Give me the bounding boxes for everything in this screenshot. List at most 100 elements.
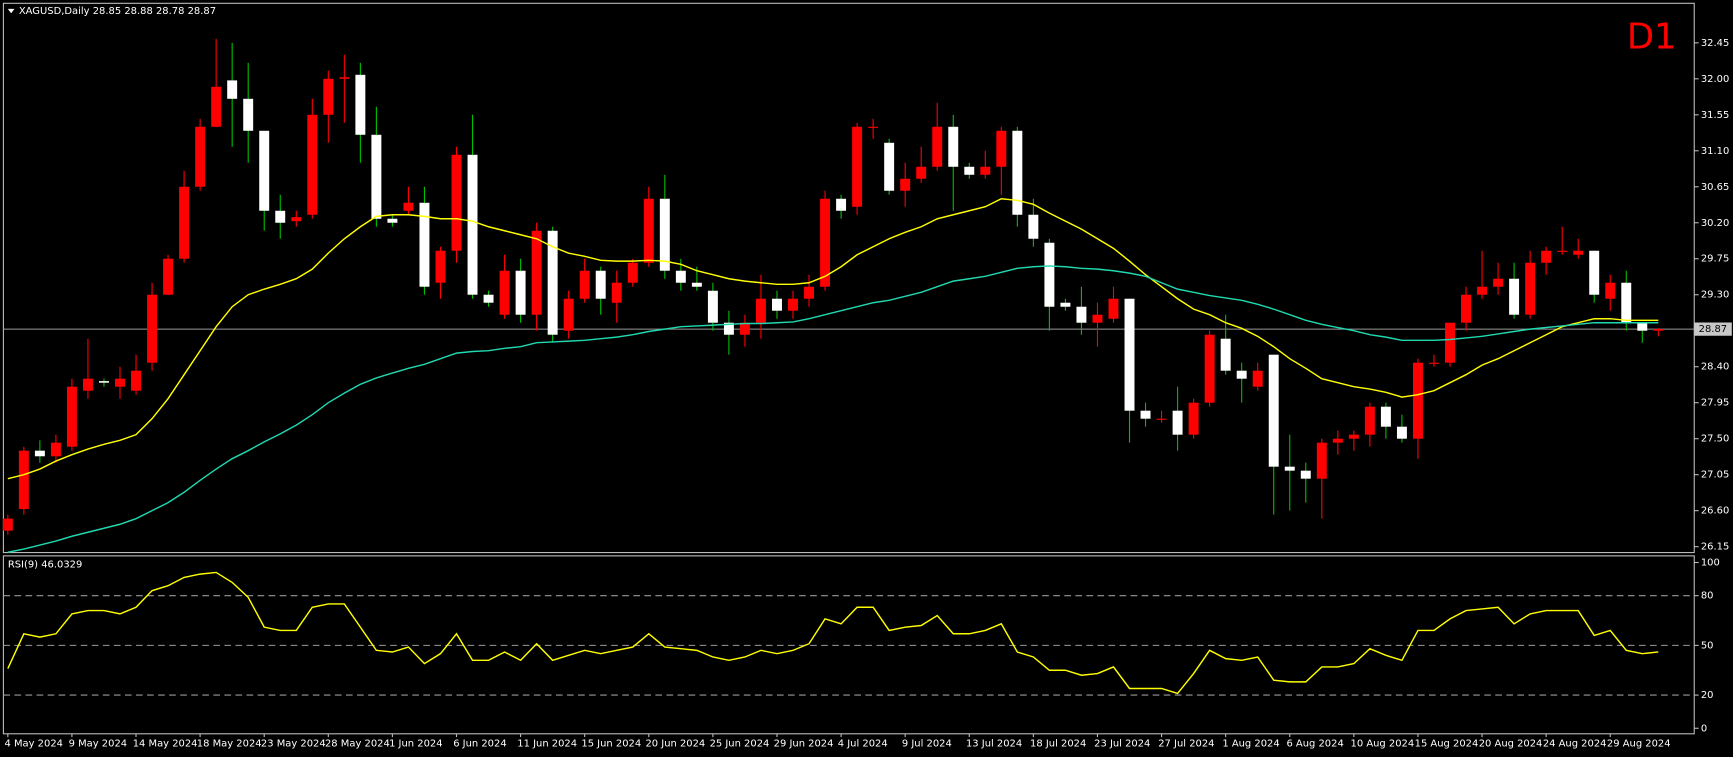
y-tick-label: 27.95 [1701,398,1729,409]
candle-body [1332,438,1343,443]
candle-body [804,286,815,299]
candle-body [739,322,750,335]
candle-body [131,370,141,391]
candle-body [275,210,286,223]
candle-body [163,258,174,295]
candle-body [932,126,943,167]
rsi-title: RSI(9) [8,560,38,571]
candle-body [82,378,93,391]
candle-body [884,142,895,191]
x-tick-label: 1 Jun 2024 [389,739,442,750]
candle-body [531,230,542,315]
candle-body [1493,278,1504,287]
x-tick-label: 25 Jun 2024 [710,739,770,750]
candle-body [1060,302,1071,307]
candle-body [483,294,494,303]
candle-body [836,198,847,211]
chart-header: XAGUSD,Daily 28.85 28.88 28.78 28.87 [19,6,216,17]
candle-body [1108,298,1119,319]
x-tick-label: 9 Jul 2024 [902,739,952,750]
rsi-line [7,571,1659,695]
candle-body [563,298,574,331]
candle-body [964,166,975,175]
candle-body [627,262,638,283]
price-label: 28.87 [1699,324,1727,335]
candle-body [916,166,927,179]
ohlc-high: 28.88 [124,6,152,17]
x-tick-label: 23 May 2024 [261,739,326,750]
x-tick-label: 15 Aug 2024 [1415,739,1479,750]
candle-body [1509,278,1520,315]
candle-body [1236,370,1247,379]
x-tick-label: 18 May 2024 [197,739,262,750]
y-tick-label: 31.10 [1701,146,1729,157]
menu-arrow[interactable] [7,8,15,14]
x-tick-label: 1 Aug 2024 [1222,739,1279,750]
x-tick-label: 28 May 2024 [325,739,390,750]
candle-body [18,450,29,510]
y-tick-label: 29.30 [1701,290,1729,301]
candle-body [371,134,382,219]
candle-body [1541,250,1552,263]
ohlc-low: 28.78 [156,6,184,17]
rsi-header: RSI(9) 46.0329 [8,560,83,571]
x-tick-label: 27 Jul 2024 [1158,739,1214,750]
y-tick-label: 26.15 [1701,542,1729,553]
x-tick-label: 15 Jun 2024 [581,739,641,750]
candle-body [755,298,766,323]
y-tick-label: 27.50 [1701,434,1729,445]
timeframe-label: D1 [1627,17,1677,58]
x-tick-label: 6 Aug 2024 [1286,739,1343,750]
candle-body [1300,470,1311,479]
candle-body [852,126,863,207]
candle-body [211,86,222,127]
candle-body [1092,314,1103,323]
candle-body [355,74,366,135]
x-tick-label: 4 May 2024 [5,739,63,750]
candle-body [1653,329,1664,331]
y-tick-label: 29.75 [1701,254,1729,265]
candle-body [291,217,302,222]
candle-body [307,114,318,215]
candle-body [1156,418,1167,420]
candle-body [403,202,414,211]
candle-body [1396,426,1407,439]
candle-body [195,126,206,187]
candle-body [1284,466,1295,471]
ohlc-close: 28.87 [188,6,216,17]
y-tick-label: 28.40 [1701,362,1729,373]
candle-body [387,218,398,223]
candle-body [707,290,718,323]
y-tick-label: 30.20 [1701,218,1729,229]
candle-body [1621,282,1632,323]
x-tick-label: 4 Jul 2024 [838,739,888,750]
candle-body [179,186,190,259]
candle-body [1268,354,1279,467]
x-tick-label: 11 Jun 2024 [517,739,577,750]
symbol-title: XAGUSD,Daily [19,6,90,17]
candle-body [1380,406,1391,427]
y-tick-label: 100 [1701,558,1720,569]
candle-body [1044,242,1055,307]
y-tick-label: 31.55 [1701,110,1729,121]
candle-body [227,80,238,99]
candle-body [772,298,782,311]
candle-body [659,198,670,271]
candle-body [723,322,734,335]
candle-body [868,126,879,128]
candle-body [1316,442,1327,479]
candle-body [1605,282,1616,299]
ohlc-open: 28.85 [93,6,121,17]
y-tick-label: 50 [1701,640,1714,651]
candle-body [66,386,77,447]
x-tick-label: 6 Jun 2024 [453,739,506,750]
candle-body [788,298,798,311]
main-panel [2,2,1695,554]
y-tick-label: 20 [1701,690,1714,701]
candle-body [50,442,61,457]
x-tick-label: 20 Jun 2024 [645,739,705,750]
candle-body [980,166,991,175]
candle-body [1573,250,1584,255]
candle-body [900,178,911,191]
